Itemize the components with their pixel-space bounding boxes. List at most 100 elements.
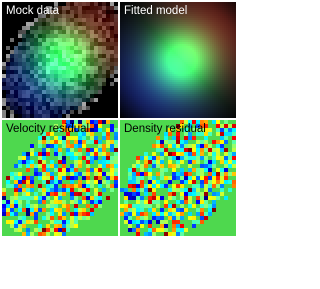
pixel [190,72,192,74]
pixel [200,180,204,184]
pixel [216,60,218,62]
pixel [122,100,124,102]
pixel [130,58,132,60]
pixel [234,22,236,24]
pixel [42,70,46,74]
pixel [34,98,38,102]
pixel [174,100,176,102]
pixel [66,2,70,6]
pixel [200,212,204,216]
pixel [114,140,118,144]
pixel [234,54,236,56]
pixel [226,38,228,40]
pixel [198,52,200,54]
pixel [38,152,42,156]
pixel [178,102,180,104]
pixel [126,70,128,72]
pixel [26,114,30,118]
pixel [180,156,184,160]
pixel [212,80,214,82]
pixel [148,44,150,46]
pixel [132,104,134,106]
pixel [106,42,110,46]
pixel [212,140,216,144]
pixel [204,78,206,80]
pixel [192,180,196,184]
pixel [122,114,124,116]
pixel [162,80,164,82]
pixel [180,192,184,196]
pixel [152,52,154,54]
pixel [210,12,212,14]
pixel [6,54,10,58]
pixel [134,42,136,44]
pixel [220,2,222,4]
pixel [162,74,164,76]
pixel [166,106,168,108]
pixel [10,58,14,62]
pixel [216,24,218,26]
pixel [164,116,166,118]
pixel [208,68,210,70]
pixel [128,180,132,184]
pixel [218,14,220,16]
pixel [136,20,138,22]
pixel [204,76,206,78]
pixel [202,26,204,28]
pixel [74,102,78,106]
pixel [176,82,178,84]
pixel [146,74,148,76]
pixel [220,26,222,28]
pixel [202,96,204,98]
pixel [124,74,126,76]
pixel [222,6,224,8]
pixel [174,86,176,88]
pixel [196,80,198,82]
pixel [132,86,134,88]
pixel [178,100,180,102]
pixel [82,90,86,94]
pixel [204,14,206,16]
pixel [200,96,202,98]
pixel [158,28,160,30]
pixel [194,104,196,106]
pixel [162,84,164,86]
pixel [138,96,140,98]
pixel [162,20,164,22]
pixel [22,156,26,160]
pixel [126,28,128,30]
pixel [128,102,130,104]
pixel [222,26,224,28]
pixel [196,74,198,76]
pixel [62,6,66,10]
pixel [126,110,128,112]
pixel [74,196,78,200]
pixel [224,136,228,140]
pixel [144,212,148,216]
pixel [152,64,154,66]
pixel [122,42,124,44]
pixel [134,108,136,110]
pixel [130,30,132,32]
pixel [124,28,126,30]
pixel [140,76,142,78]
pixel [224,104,226,106]
pixel [156,112,158,114]
pixel [182,52,184,54]
pixel [176,58,178,60]
pixel [138,94,140,96]
pixel [150,2,152,4]
pixel [176,164,180,168]
pixel [110,82,114,86]
pixel [194,38,196,40]
pixel [132,44,134,46]
pixel [204,176,208,180]
pixel [190,48,192,50]
pixel [2,192,6,196]
pixel [156,148,160,152]
pixel [66,102,70,106]
pixel [2,102,6,106]
pixel [130,28,132,30]
pixel [128,74,130,76]
pixel [190,2,192,4]
